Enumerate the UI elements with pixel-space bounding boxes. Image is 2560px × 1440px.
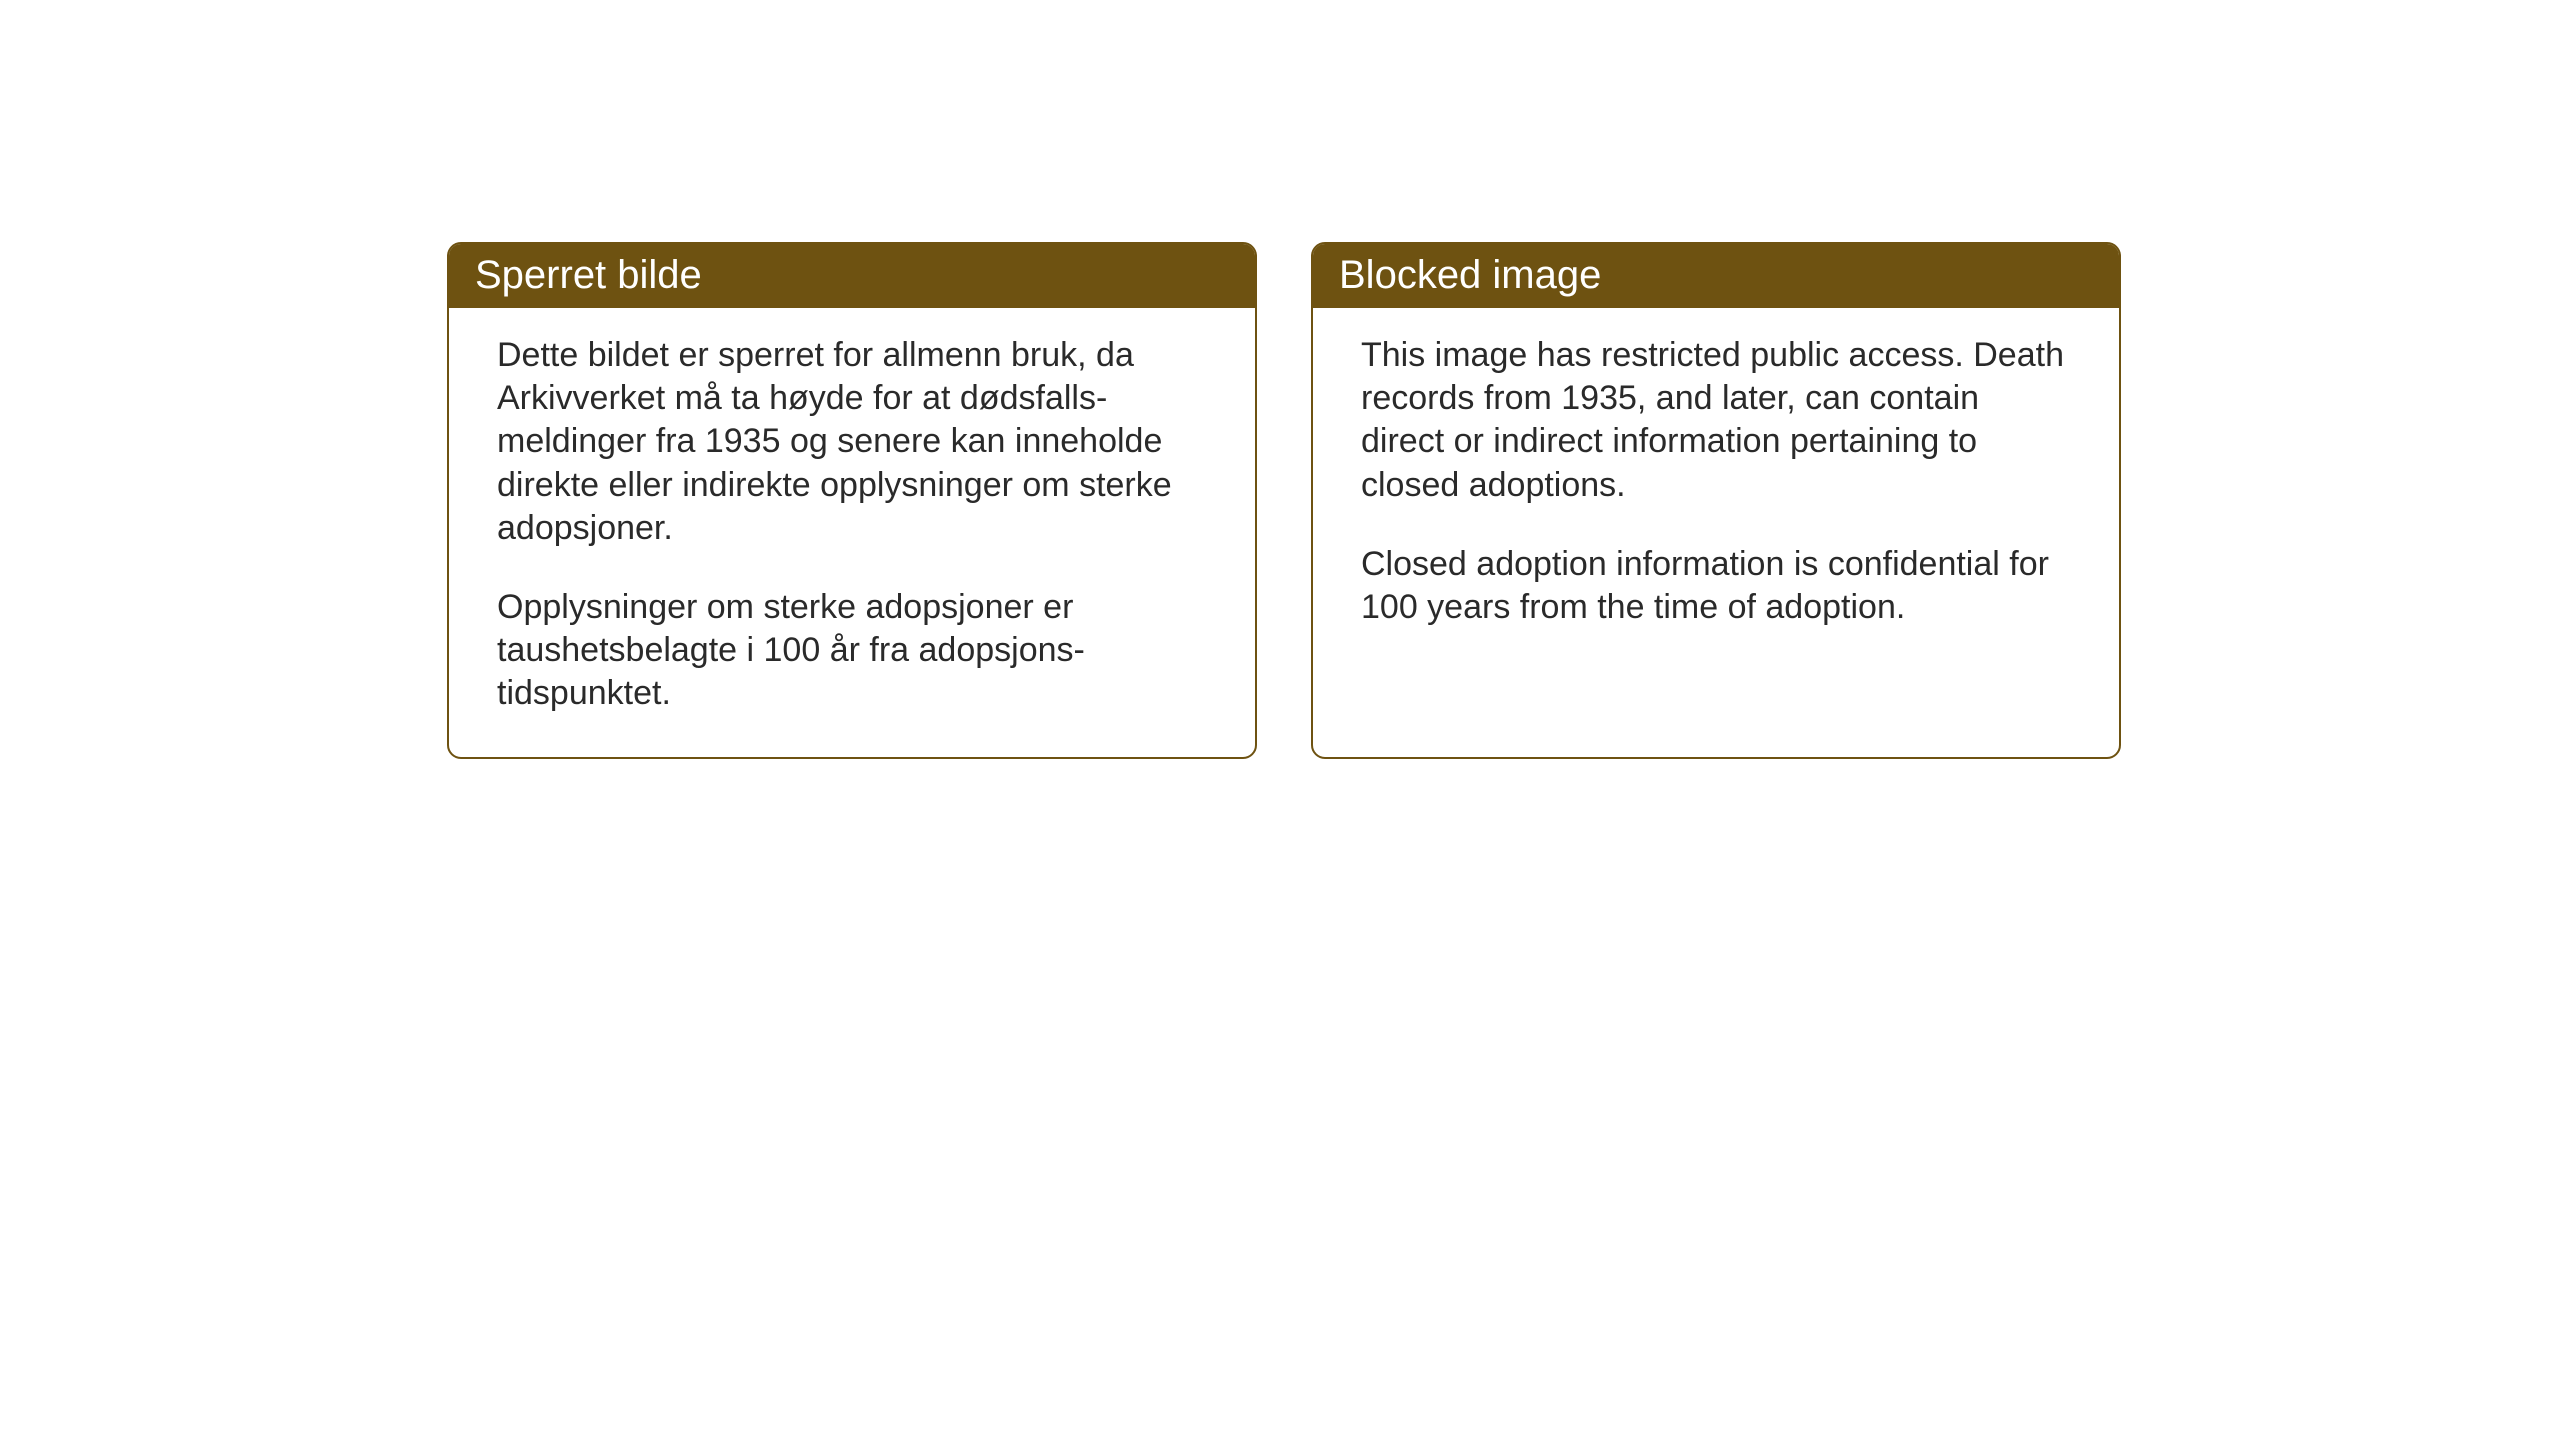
card-body-norwegian: Dette bildet er sperret for allmenn bruk… — [449, 308, 1255, 757]
card-title-norwegian: Sperret bilde — [475, 253, 702, 297]
cards-container: Sperret bilde Dette bildet er sperret fo… — [447, 242, 2121, 759]
card-english: Blocked image This image has restricted … — [1311, 242, 2121, 759]
card-paragraph-1-norwegian: Dette bildet er sperret for allmenn bruk… — [497, 334, 1207, 550]
card-header-norwegian: Sperret bilde — [449, 244, 1255, 308]
card-paragraph-2-english: Closed adoption information is confident… — [1361, 543, 2071, 629]
card-norwegian: Sperret bilde Dette bildet er sperret fo… — [447, 242, 1257, 759]
card-header-english: Blocked image — [1313, 244, 2119, 308]
card-paragraph-2-norwegian: Opplysninger om sterke adopsjoner er tau… — [497, 586, 1207, 716]
card-paragraph-1-english: This image has restricted public access.… — [1361, 334, 2071, 507]
card-body-english: This image has restricted public access.… — [1313, 308, 2119, 671]
card-title-english: Blocked image — [1339, 253, 1601, 297]
